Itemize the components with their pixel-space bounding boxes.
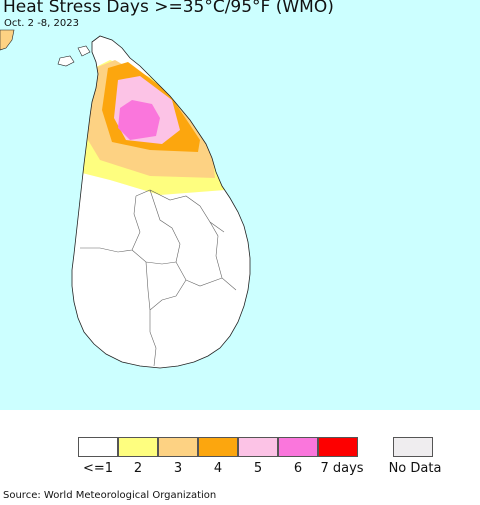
heat-stress-map (0, 0, 480, 410)
map-subtitle: Oct. 2 -8, 2023 (4, 18, 79, 29)
legend-label-5: 5 (253, 461, 263, 476)
legend-label-1: <=1 (82, 461, 114, 476)
map-title: Heat Stress Days >=35°C/95°F (WMO) (3, 0, 334, 17)
legend-swatch-2 (118, 437, 158, 457)
island (77, 45, 91, 57)
source-credit: Source: World Meteorological Organizatio… (3, 490, 217, 501)
legend-swatch-5 (238, 437, 278, 457)
legend-swatch-3 (158, 437, 198, 457)
legend-swatch-6 (278, 437, 318, 457)
legend-swatch-7 (318, 437, 358, 457)
legend-label-3: 3 (173, 461, 183, 476)
zone-6-days (118, 100, 160, 140)
legend-label-7: 7 days (320, 461, 364, 476)
island (57, 55, 75, 67)
legend-label-no-data: No Data (388, 461, 442, 476)
legend-swatch-1 (78, 437, 118, 457)
legend-label-2: 2 (133, 461, 143, 476)
mainland-coast (0, 29, 15, 51)
coastline (71, 35, 251, 369)
legend-swatch-no-data (393, 437, 433, 457)
legend-label-4: 4 (213, 461, 223, 476)
province-borders (80, 189, 237, 367)
legend-label-6: 6 (293, 461, 303, 476)
legend-swatch-4 (198, 437, 238, 457)
